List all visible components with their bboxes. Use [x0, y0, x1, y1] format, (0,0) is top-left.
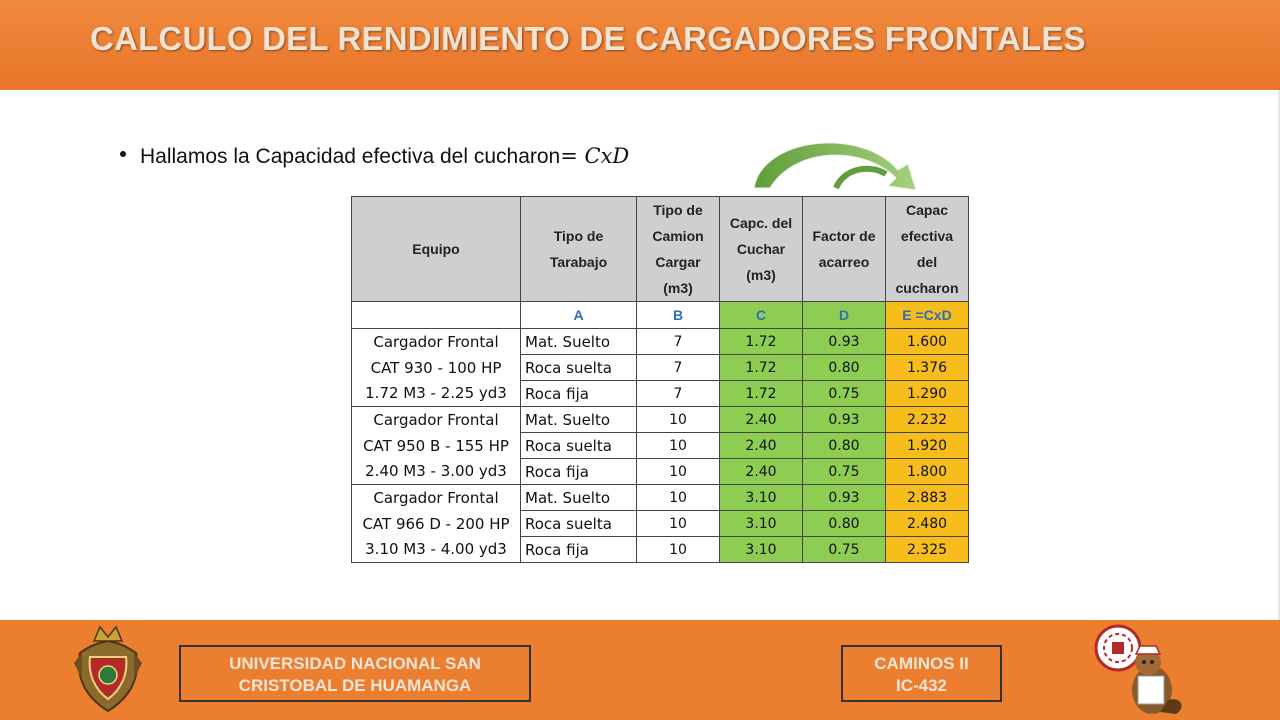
- factor-cell: 0.93: [802, 406, 886, 433]
- university-crest-icon: [74, 625, 142, 713]
- tipo-cell: Mat. Suelto: [520, 484, 637, 511]
- table-row: CAT 930 - 100 HP Roca suelta 7 1.72 0.80…: [351, 354, 969, 381]
- table-row: 1.72 M3 - 2.25 yd3 Roca fija 7 1.72 0.75…: [351, 380, 969, 407]
- cuchar-cell: 3.10: [719, 510, 803, 537]
- letter-cell: D: [802, 301, 886, 329]
- table-row: CAT 966 D - 200 HP Roca suelta 10 3.10 0…: [351, 510, 969, 537]
- university-name-box: UNIVERSIDAD NACIONAL SAN CRISTOBAL DE HU…: [179, 645, 531, 702]
- cuchar-cell: 2.40: [719, 432, 803, 459]
- equipo-cell: Cargador Frontal: [351, 328, 521, 355]
- letter-row: A B C D E =CxD: [351, 301, 969, 329]
- equipo-cell: Cargador Frontal: [351, 406, 521, 433]
- factor-cell: 0.80: [802, 432, 886, 459]
- col-header-factor: Factor de acarreo: [802, 196, 886, 302]
- tipo-cell: Roca suelta: [520, 432, 637, 459]
- tipo-cell: Roca suelta: [520, 354, 637, 381]
- factor-cell: 0.75: [802, 536, 886, 563]
- tipo-cell: Roca fija: [520, 536, 637, 563]
- cuchar-cell: 3.10: [719, 536, 803, 563]
- tipo-cell: Mat. Suelto: [520, 406, 637, 433]
- table-header-row: Equipo Tipo de Tarabajo Tipo de Camion Carg…: [351, 196, 969, 302]
- capac-cell: 2.325: [885, 536, 969, 563]
- curved-arrow-icon: [753, 142, 917, 191]
- camion-cell: 7: [636, 328, 720, 355]
- table-row: Cargador Frontal Mat. Suelto 10 3.10 0.9…: [351, 484, 969, 511]
- cuchar-cell: 1.72: [719, 328, 803, 355]
- cuchar-cell: 2.40: [719, 406, 803, 433]
- equipo-cell: 1.72 M3 - 2.25 yd3: [351, 380, 521, 407]
- equipo-cell: CAT 930 - 100 HP: [351, 354, 521, 381]
- course-box: CAMINOS II IC-432: [841, 645, 1002, 702]
- bullet-line: Hallamos la Capacidad efectiva del cucha…: [120, 144, 629, 169]
- table-row: CAT 950 B - 155 HP Roca suelta 10 2.40 0…: [351, 432, 969, 459]
- table-row: Cargador Frontal Mat. Suelto 7 1.72 0.93…: [351, 328, 969, 355]
- slide-edge: [1278, 90, 1280, 620]
- col-header-capac-efectiva: Capac efectiva del cucharon: [885, 196, 969, 302]
- equipo-cell: 2.40 M3 - 3.00 yd3: [351, 458, 521, 485]
- loader-table: Equipo Tipo de Tarabajo Tipo de Camion Carg…: [351, 196, 969, 563]
- col-header-tipo-camion: Tipo de Camion Cargar (m3): [636, 196, 720, 302]
- equipo-cell: 3.10 M3 - 4.00 yd3: [351, 536, 521, 563]
- equipo-cell: CAT 966 D - 200 HP: [351, 510, 521, 537]
- factor-cell: 0.80: [802, 510, 886, 537]
- capac-cell: 2.480: [885, 510, 969, 537]
- table-row: 3.10 M3 - 4.00 yd3 Roca fija 10 3.10 0.7…: [351, 536, 969, 563]
- bullet-formula: = CxD: [560, 144, 630, 168]
- cuchar-cell: 1.72: [719, 354, 803, 381]
- university-line-2: CRISTOBAL DE HUAMANGA: [238, 676, 472, 695]
- factor-cell: 0.75: [802, 458, 886, 485]
- capac-cell: 1.290: [885, 380, 969, 407]
- factor-cell: 0.93: [802, 328, 886, 355]
- equipo-cell: Cargador Frontal: [351, 484, 521, 511]
- cuchar-cell: 1.72: [719, 380, 803, 407]
- course-line-1: CAMINOS II: [874, 654, 969, 673]
- col-header-equipo: Equipo: [351, 196, 521, 302]
- engineering-mascot-icon: [1094, 624, 1182, 714]
- letter-cell: B: [636, 301, 720, 329]
- tipo-cell: Roca suelta: [520, 510, 637, 537]
- capac-cell: 1.920: [885, 432, 969, 459]
- camion-cell: 10: [636, 536, 720, 563]
- camion-cell: 10: [636, 510, 720, 537]
- camion-cell: 10: [636, 484, 720, 511]
- factor-cell: 0.80: [802, 354, 886, 381]
- footer-bar: [0, 620, 1280, 720]
- capac-cell: 2.232: [885, 406, 969, 433]
- title-bar: CALCULO DEL RENDIMIENTO DE CARGADORES FR…: [0, 0, 1280, 90]
- capac-cell: 2.883: [885, 484, 969, 511]
- capac-cell: 1.800: [885, 458, 969, 485]
- bullet-dot-icon: [120, 151, 126, 158]
- camion-cell: 7: [636, 380, 720, 407]
- cuchar-cell: 2.40: [719, 458, 803, 485]
- table-row: 2.40 M3 - 3.00 yd3 Roca fija 10 2.40 0.7…: [351, 458, 969, 485]
- table-row: Cargador Frontal Mat. Suelto 10 2.40 0.9…: [351, 406, 969, 433]
- equipo-cell: CAT 950 B - 155 HP: [351, 432, 521, 459]
- letter-cell: A: [520, 301, 637, 329]
- camion-cell: 10: [636, 406, 720, 433]
- camion-cell: 10: [636, 458, 720, 485]
- letter-cell: C: [719, 301, 803, 329]
- col-header-capc-cuchar: Capc. del Cuchar (m3): [719, 196, 803, 302]
- letter-cell: [351, 301, 521, 329]
- course-line-2: IC-432: [895, 676, 948, 695]
- camion-cell: 10: [636, 432, 720, 459]
- factor-cell: 0.75: [802, 380, 886, 407]
- letter-cell: E =CxD: [885, 301, 969, 329]
- cuchar-cell: 3.10: [719, 484, 803, 511]
- university-line-1: UNIVERSIDAD NACIONAL SAN: [229, 654, 481, 673]
- bullet-text: Hallamos la Capacidad efectiva del cucha…: [140, 145, 561, 168]
- tipo-cell: Mat. Suelto: [520, 328, 637, 355]
- slide-title: CALCULO DEL RENDIMIENTO DE CARGADORES FR…: [90, 20, 1086, 57]
- factor-cell: 0.93: [802, 484, 886, 511]
- capac-cell: 1.600: [885, 328, 969, 355]
- tipo-cell: Roca fija: [520, 458, 637, 485]
- capac-cell: 1.376: [885, 354, 969, 381]
- camion-cell: 7: [636, 354, 720, 381]
- tipo-cell: Roca fija: [520, 380, 637, 407]
- col-header-tipo-trabajo: Tipo de Tarabajo: [520, 196, 637, 302]
